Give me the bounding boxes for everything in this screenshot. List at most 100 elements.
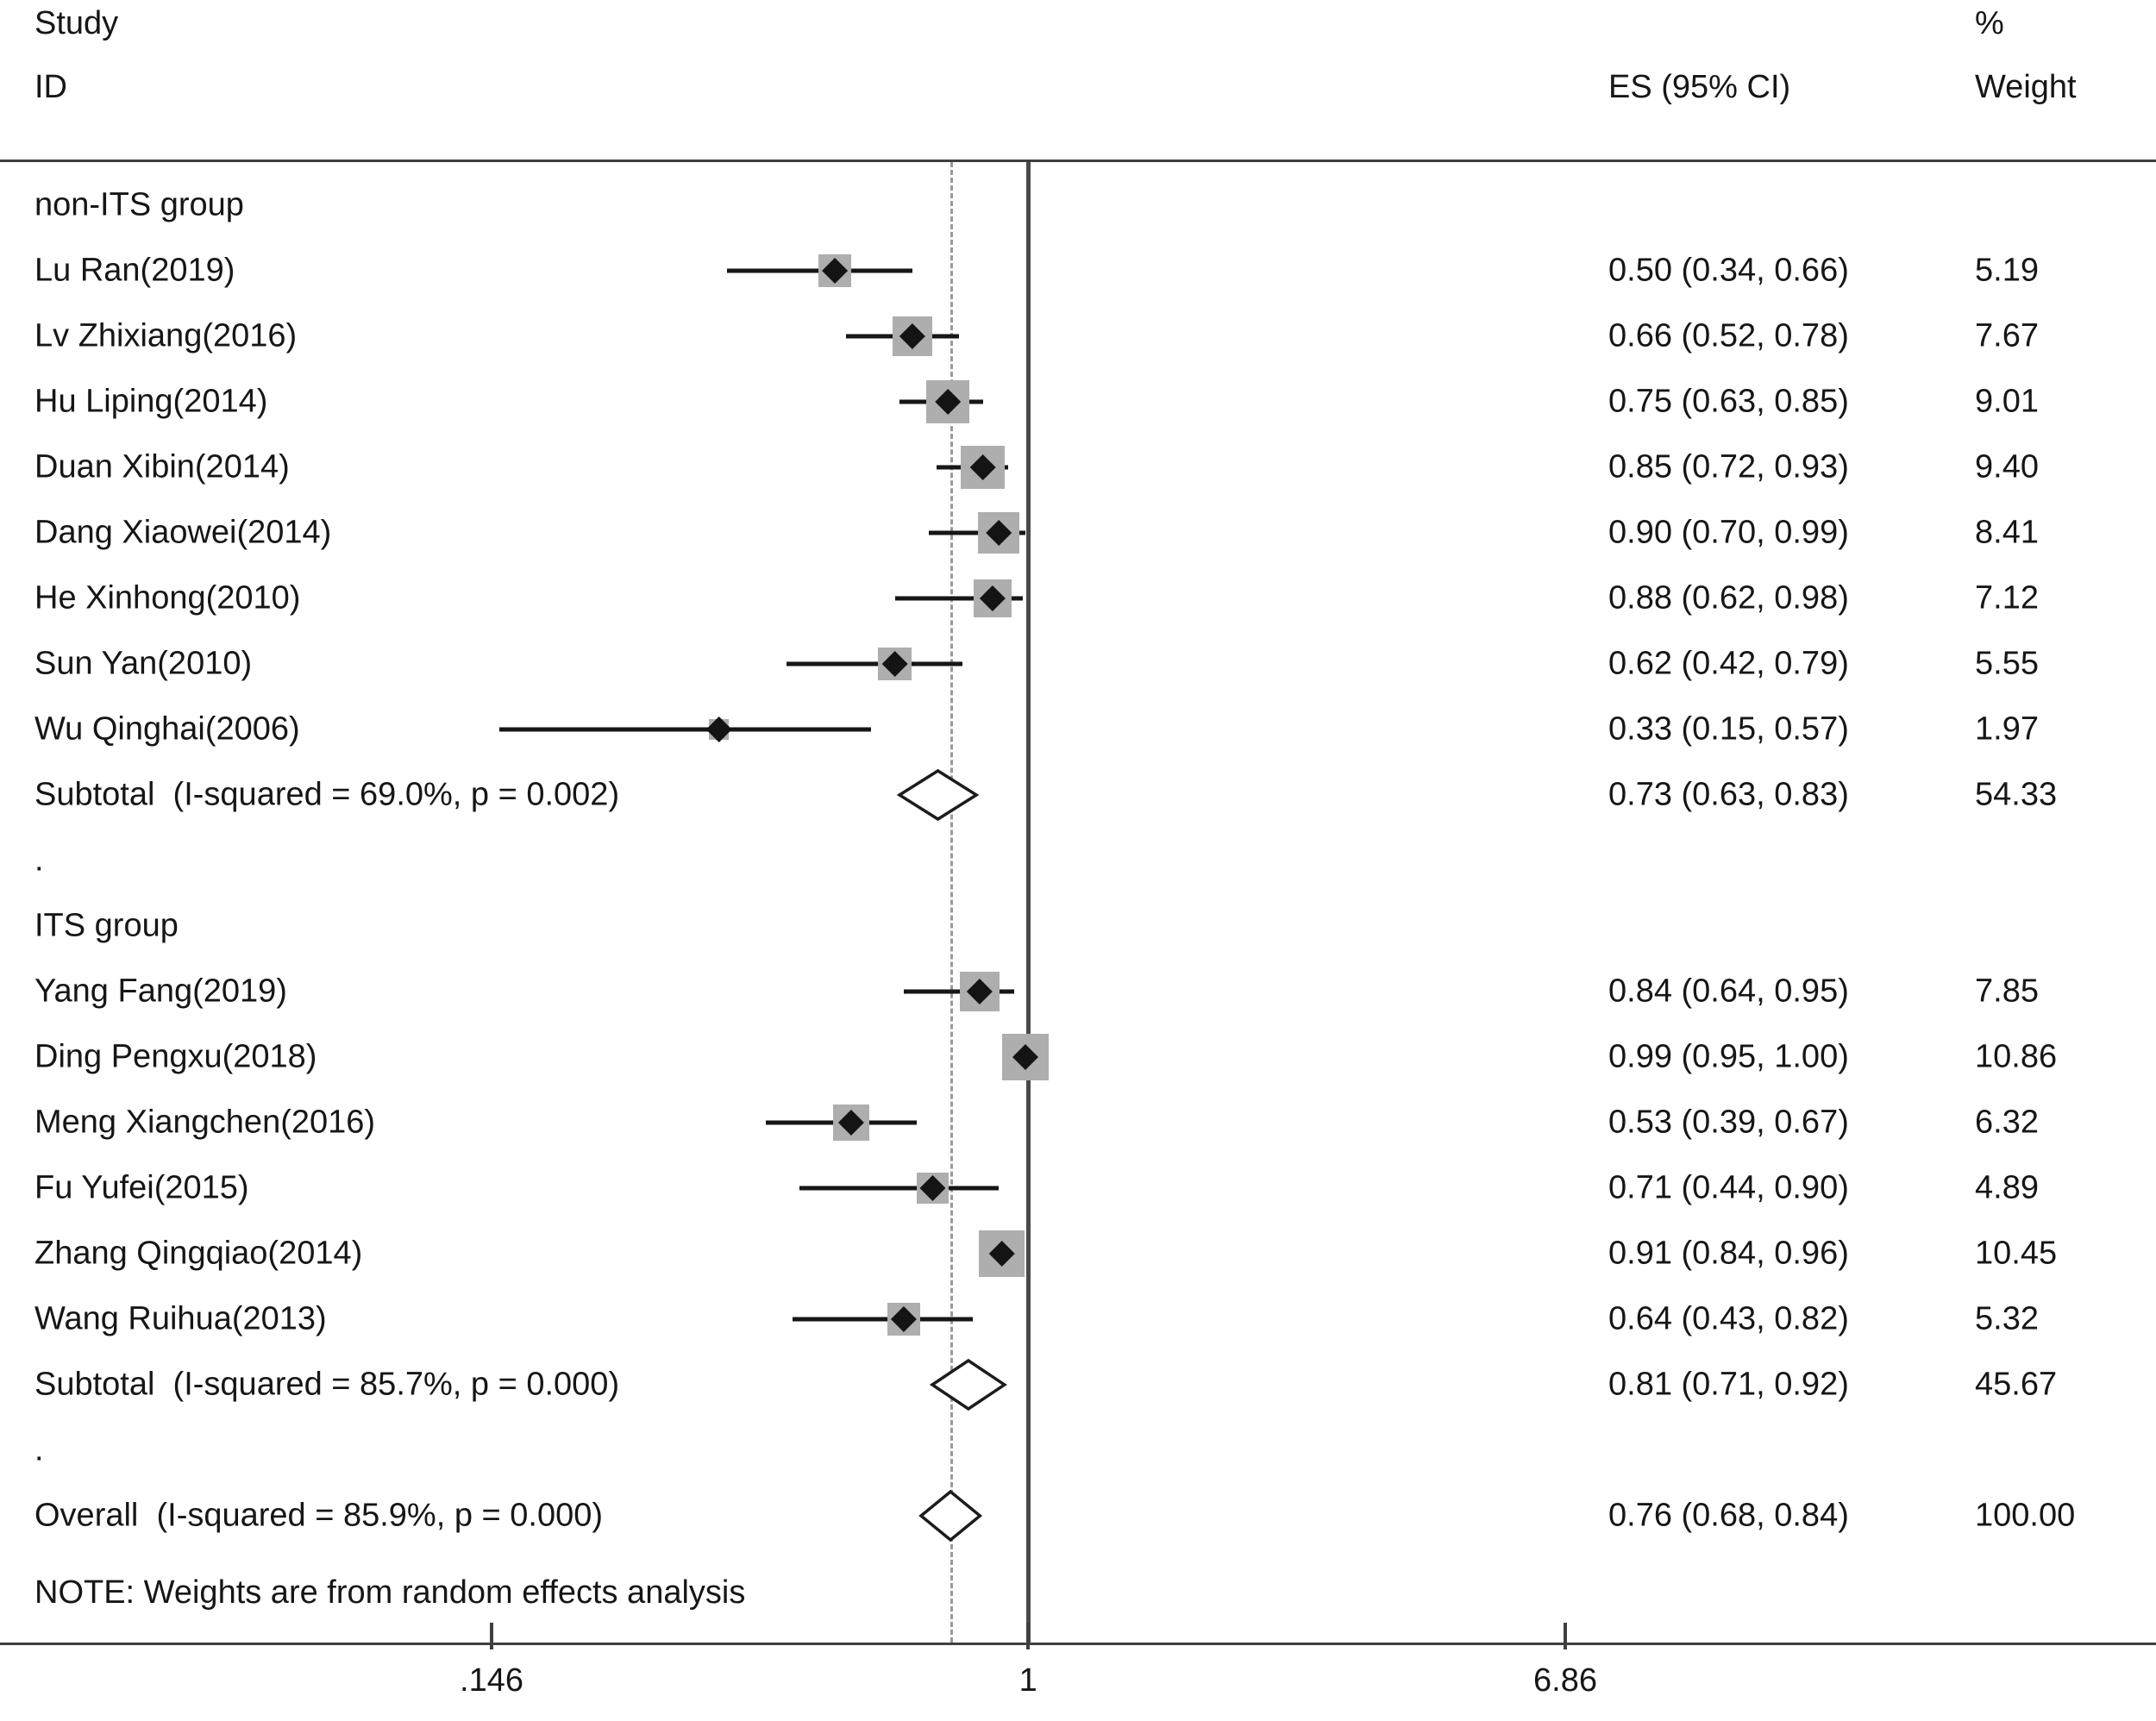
weight-value: 7.67 (1975, 317, 2039, 354)
es-ci-value: 0.53 (0.39, 0.67) (1608, 1104, 1849, 1141)
weight-value: 5.32 (1975, 1300, 2039, 1337)
weight-value: 9.01 (1975, 383, 2039, 420)
study-row: Lv Zhixiang(2016) 0.66 (0.52, 0.78) 7.67 (0, 304, 2156, 369)
es-ci-value: 0.62 (0.42, 0.79) (1608, 645, 1849, 682)
subtotal-diamond (896, 768, 980, 822)
row-label: ITS group (34, 907, 179, 944)
es-ci-value: 0.76 (0.68, 0.84) (1608, 1497, 1849, 1534)
study-row: Fu Yufei(2015) 0.71 (0.44, 0.90) 4.89 (0, 1155, 2156, 1221)
ci-line (928, 530, 1025, 535)
es-ci-value: 0.64 (0.43, 0.82) (1608, 1300, 1849, 1337)
es-ci-value: 0.66 (0.52, 0.78) (1608, 317, 1849, 354)
study-row: Yang Fang(2019) 0.84 (0.64, 0.95) 7.85 (0, 959, 2156, 1024)
study-label: Sun Yan(2010) (34, 645, 253, 682)
es-ci-value: 0.85 (0.72, 0.93) (1608, 448, 1849, 485)
study-label: Meng Xiangchen(2016) (34, 1104, 376, 1141)
weight-value: 5.19 (1975, 252, 2039, 289)
weight-value: 45.67 (1975, 1366, 2058, 1403)
row-label: . (34, 1431, 44, 1468)
study-row: Zhang Qingqiao(2014) 0.91 (0.84, 0.96) 10.… (0, 1221, 2156, 1286)
es-ci-value: 0.84 (0.64, 0.95) (1608, 973, 1849, 1010)
group-label-row: ITS group (0, 893, 2156, 959)
study-row: Wang Ruihua(2013) 0.64 (0.43, 0.82) 5.32 (0, 1286, 2156, 1352)
es-ci-value: 0.90 (0.70, 0.99) (1608, 514, 1849, 551)
study-row: Ding Pengxu(2018) 0.99 (0.95, 1.00) 10.86 (0, 1024, 2156, 1090)
weight-value: 4.89 (1975, 1169, 2039, 1206)
study-label: Wu Qinghai(2006) (34, 710, 300, 748)
es-ci-value: 0.33 (0.15, 0.57) (1608, 710, 1849, 748)
group-label-row: non-ITS group (0, 172, 2156, 238)
study-label: Zhang Qingqiao(2014) (34, 1235, 363, 1272)
study-label: Lu Ran(2019) (34, 252, 235, 289)
study-label: Wang Ruihua(2013) (34, 1300, 327, 1337)
weight-value: 10.45 (1975, 1235, 2058, 1272)
overall-diamond (918, 1489, 982, 1543)
study-label: He Xinhong(2010) (34, 579, 301, 616)
es-ci-value: 0.99 (0.95, 1.00) (1608, 1038, 1849, 1075)
study-row: Wu Qinghai(2006) 0.33 (0.15, 0.57) 1.97 (0, 697, 2156, 762)
ci-line (786, 661, 962, 666)
ci-line (498, 727, 872, 732)
weight-value: 7.12 (1975, 579, 2039, 616)
es-ci-value: 0.73 (0.63, 0.83) (1608, 776, 1849, 813)
subtotal-row: Subtotal (I-squared = 69.0%, p = 0.002) 0… (0, 762, 2156, 828)
ci-line (793, 1317, 974, 1322)
study-row: Hu Liping(2014) 0.75 (0.63, 0.85) 9.01 (0, 369, 2156, 435)
weight-value: 6.32 (1975, 1104, 2039, 1141)
ci-line (903, 989, 1014, 994)
column-header-study: Study (34, 5, 119, 41)
x-axis-line (0, 1643, 2156, 1645)
weight-value: 5.55 (1975, 645, 2039, 682)
es-ci-value: 0.91 (0.84, 0.96) (1608, 1235, 1849, 1272)
weight-value: 7.85 (1975, 973, 2039, 1010)
ci-line (799, 1186, 1000, 1191)
study-label: Fu Yufei(2015) (34, 1169, 249, 1206)
row-label: Subtotal (I-squared = 85.7%, p = 0.000) (34, 1366, 620, 1403)
study-row: Lu Ran(2019) 0.50 (0.34, 0.66) 5.19 (0, 238, 2156, 304)
es-ci-value: 0.88 (0.62, 0.98) (1608, 579, 1849, 616)
study-row: Sun Yan(2010) 0.62 (0.42, 0.79) 5.55 (0, 631, 2156, 697)
subtotal-diamond (930, 1358, 1008, 1411)
overall-estimate-dashed-line (950, 162, 953, 1643)
subtotal-row: Subtotal (I-squared = 85.7%, p = 0.000) 0… (0, 1352, 2156, 1417)
header-rule (0, 160, 2156, 162)
study-label: Duan Xibin(2014) (34, 448, 290, 485)
study-label: Hu Liping(2014) (34, 383, 268, 420)
weight-value: 1.97 (1975, 710, 2039, 748)
axis-tick (1564, 1623, 1567, 1649)
axis-tick-label: 1 (1018, 1662, 1037, 1699)
study-row: Meng Xiangchen(2016) 0.53 (0.39, 0.67) 6.3… (0, 1090, 2156, 1155)
study-row: Dang Xiaowei(2014) 0.90 (0.70, 0.99) 8.41 (0, 500, 2156, 566)
es-ci-value: 0.71 (0.44, 0.90) (1608, 1169, 1849, 1206)
es-ci-value: 0.75 (0.63, 0.85) (1608, 383, 1849, 420)
column-header-percent: % (1975, 5, 2004, 41)
row-label: Overall (I-squared = 85.9%, p = 0.000) (34, 1497, 604, 1534)
es-ci-value: 0.50 (0.34, 0.66) (1608, 252, 1849, 289)
axis-tick-label: 6.86 (1533, 1662, 1597, 1699)
es-ci-value: 0.81 (0.71, 0.92) (1608, 1366, 1849, 1403)
study-label: Lv Zhixiang(2016) (34, 317, 298, 354)
study-label: Dang Xiaowei(2014) (34, 514, 332, 551)
study-label: Yang Fang(2019) (34, 973, 287, 1010)
study-row: Duan Xibin(2014) 0.85 (0.72, 0.93) 9.40 (0, 435, 2156, 500)
row-label: non-ITS group (34, 186, 244, 223)
study-row: He Xinhong(2010) 0.88 (0.62, 0.98) 7.12 (0, 566, 2156, 631)
column-header-es-ci: ES (95% CI) (1608, 69, 1791, 105)
weight-value: 9.40 (1975, 448, 2039, 485)
weight-value: 54.33 (1975, 776, 2058, 813)
axis-tick-label: .146 (460, 1662, 523, 1699)
weight-value: 10.86 (1975, 1038, 2058, 1075)
row-label: . (34, 842, 44, 879)
separator-row: . (0, 828, 2156, 893)
separator-row: . (0, 1417, 2156, 1483)
study-label: Ding Pengxu(2018) (34, 1038, 317, 1075)
axis-tick (490, 1623, 493, 1649)
weight-value: 100.00 (1975, 1497, 2076, 1534)
column-header-id: ID (34, 69, 67, 105)
null-effect-line (1025, 162, 1031, 1643)
ci-line (894, 596, 1023, 601)
column-header-weight: Weight (1975, 69, 2077, 105)
weight-value: 8.41 (1975, 514, 2039, 551)
note-text: NOTE: Weights are from random effects an… (34, 1574, 746, 1611)
